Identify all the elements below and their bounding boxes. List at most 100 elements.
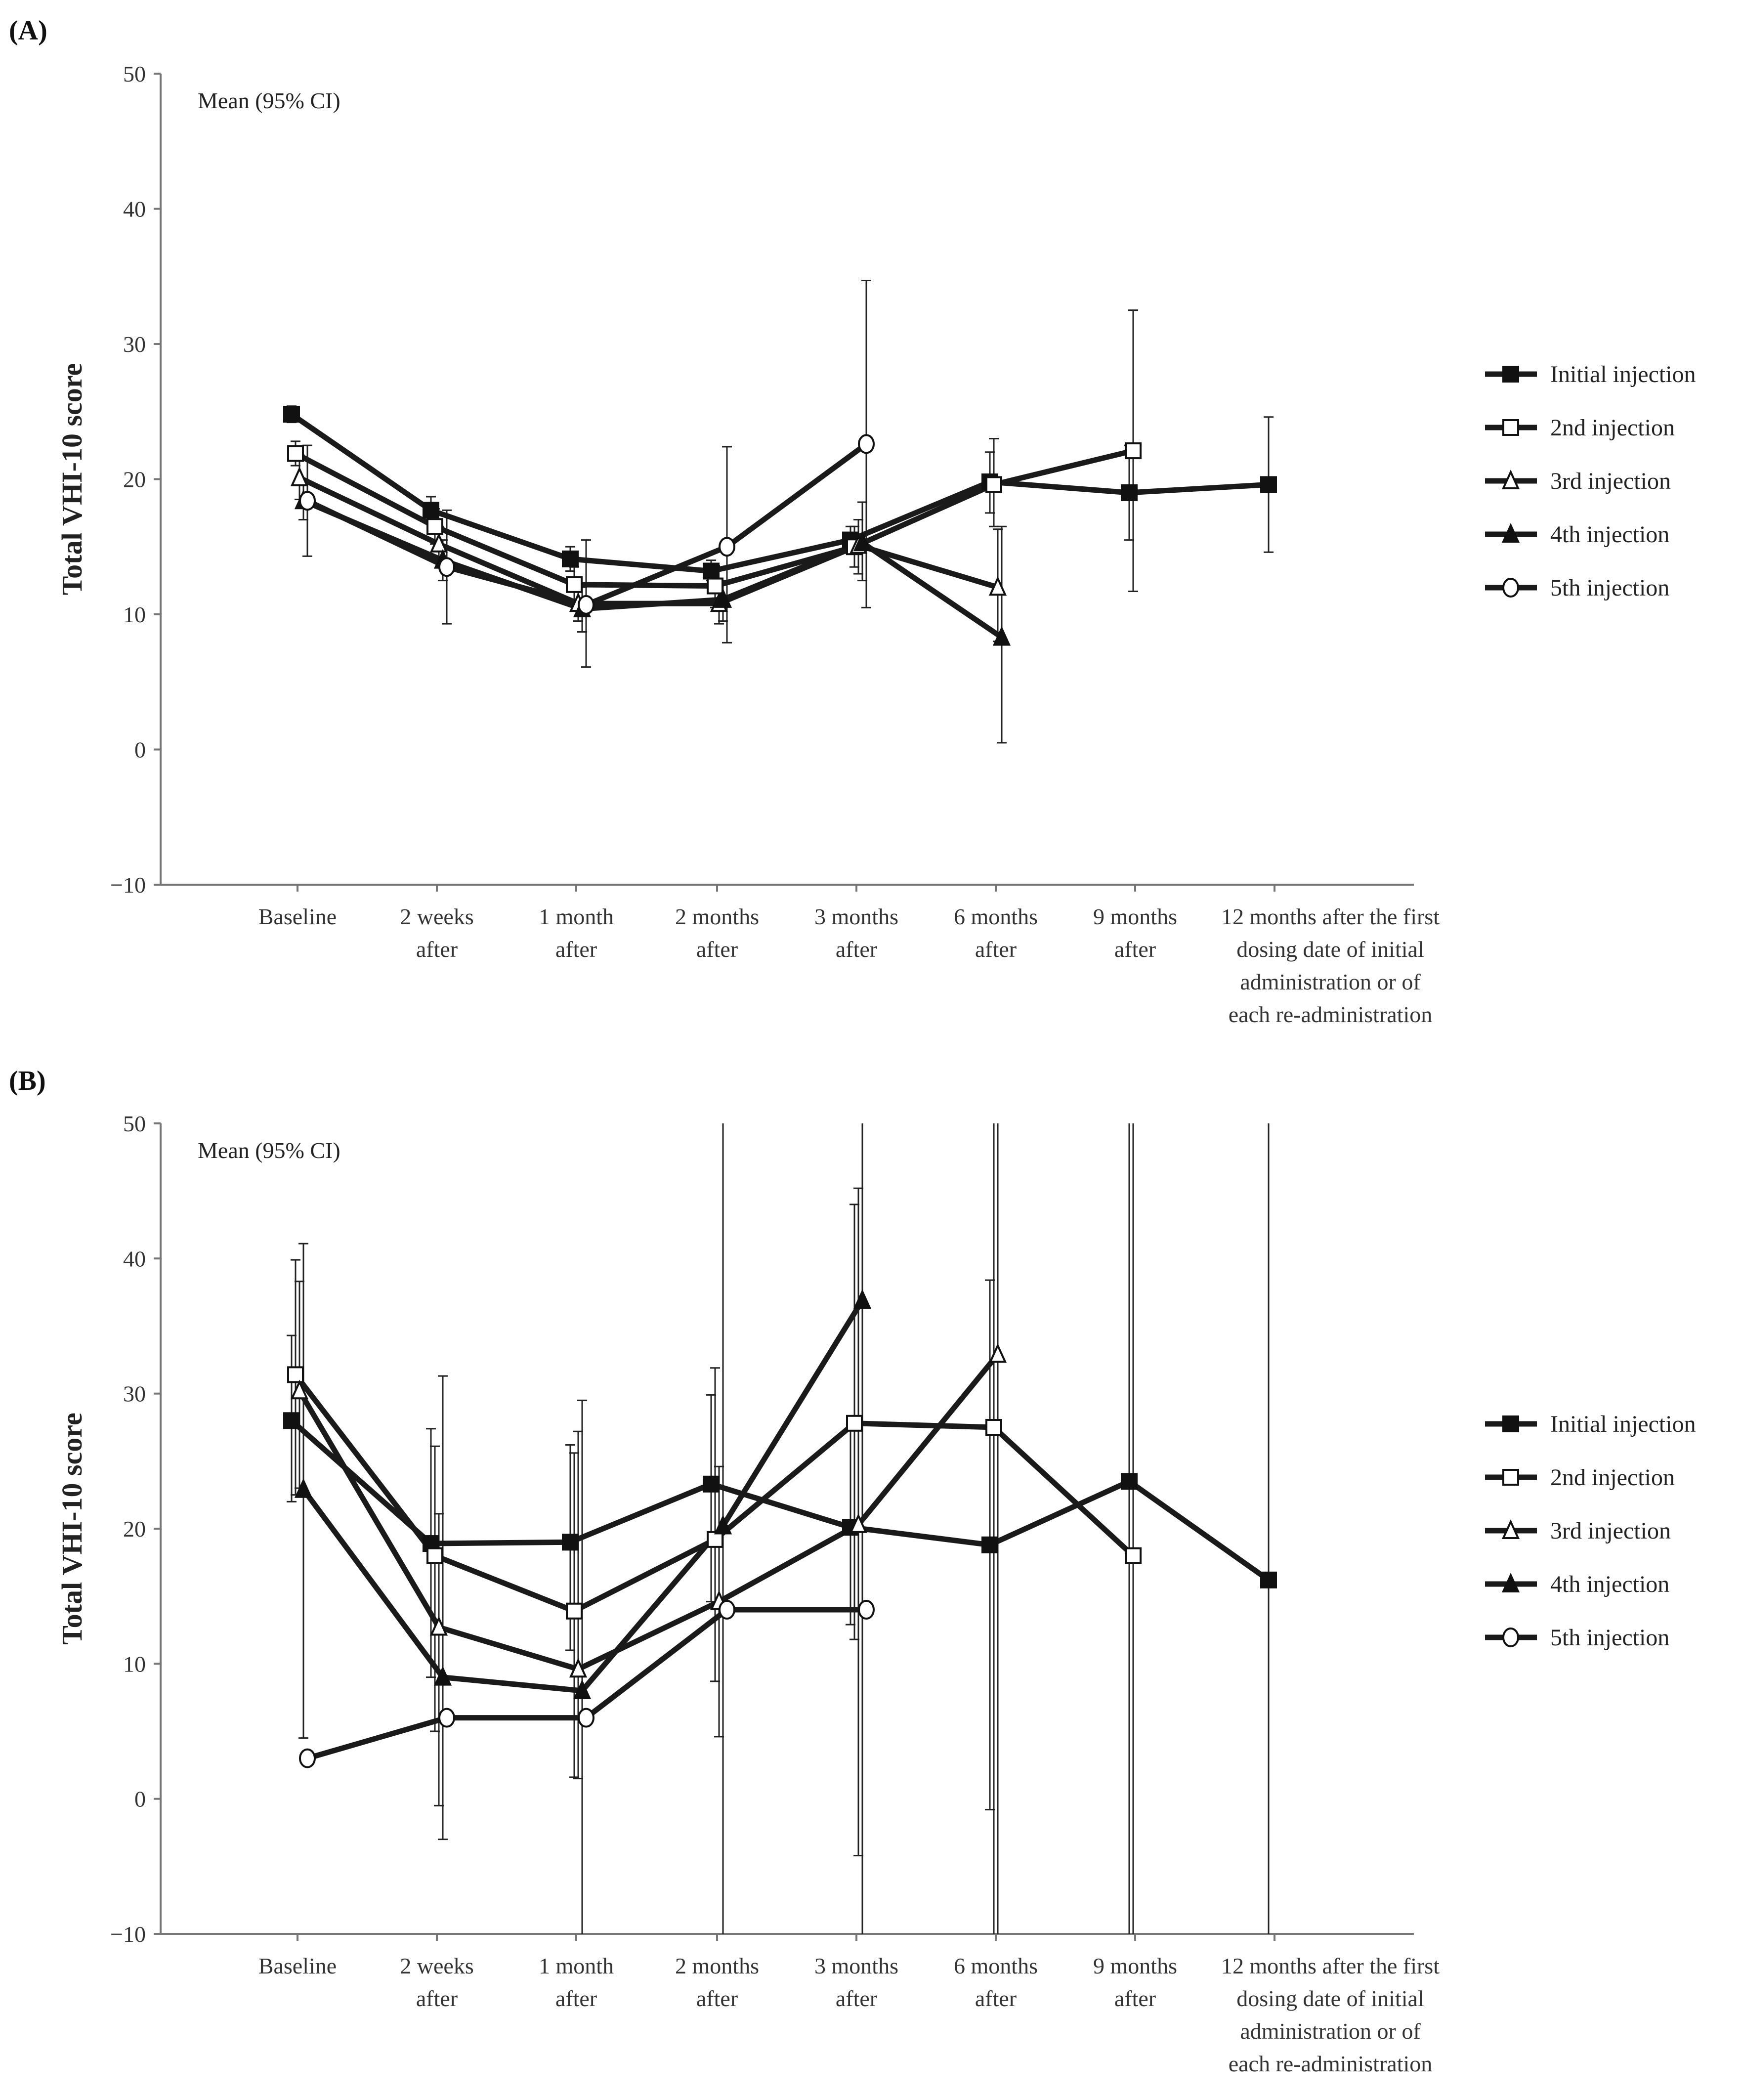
data-point: [429, 1616, 448, 1636]
data-point: [858, 434, 875, 454]
data-point: [562, 550, 579, 567]
legend-label: 4th injection: [1550, 1571, 1669, 1597]
x-tick-label: 9 months after: [1093, 1953, 1177, 2011]
data-point: [294, 1478, 313, 1498]
x-tick-label-line: each re-administration: [1229, 1002, 1433, 1027]
data-point: [1125, 1547, 1142, 1564]
x-tick-label-line: after: [836, 1986, 877, 2011]
data-point: [299, 491, 316, 511]
x-tick-label-line: 6 months: [954, 1953, 1038, 1978]
data-point: [981, 1536, 998, 1553]
data-point: [988, 1343, 1007, 1363]
data-point: [1121, 1473, 1138, 1490]
data-point: [992, 626, 1011, 646]
y-axis-title: Total VHI-10 score: [56, 1413, 88, 1644]
chart-panel-2: (B) Mean (95% CI) 50 40 30 20 10 0 −10 Baseline 2 …: [9, 1066, 1696, 2076]
x-tick-label: 9 months after: [1093, 904, 1177, 962]
data-point: [438, 1708, 455, 1728]
x-tick-label-line: 12 months after the first: [1221, 904, 1440, 929]
x-tick-label-line: 3 months: [814, 1953, 898, 1978]
plot-area: [283, 279, 1277, 744]
data-point: [846, 1414, 863, 1432]
legend-marker: [1502, 1628, 1519, 1647]
data-point: [569, 1658, 588, 1678]
y-tick-label: 10: [123, 602, 146, 627]
x-tick-label: 12 months after the first dosing date of …: [1221, 904, 1440, 1027]
x-tick-label-line: administration or of: [1240, 969, 1421, 994]
y-tick-label: 30: [123, 1381, 146, 1407]
x-tick-label-line: after: [975, 1986, 1017, 2011]
x-tick-label: 6 months after: [954, 1953, 1038, 2011]
legend: Initial injection 2nd injection 3rd inject…: [1485, 361, 1696, 601]
data-point: [707, 577, 723, 595]
data-point: [566, 1602, 583, 1620]
data-point: [562, 1534, 579, 1551]
data-point: [703, 562, 720, 580]
x-tick-label-line: after: [1114, 1986, 1156, 2011]
data-point: [853, 531, 872, 552]
legend-label: 2nd injection: [1550, 1464, 1675, 1491]
data-point: [287, 445, 304, 462]
y-tick-label: 50: [123, 61, 146, 86]
x-tick-label: Baseline: [258, 904, 337, 929]
data-point: [1121, 484, 1138, 501]
data-point: [578, 595, 595, 615]
annotation: Mean (95% CI): [198, 88, 340, 113]
legend: Initial injection 2nd injection 3rd inject…: [1485, 1411, 1696, 1651]
x-tick-label-line: after: [696, 937, 738, 962]
data-point: [985, 1419, 1002, 1436]
x-tick-label: 6 months after: [954, 904, 1038, 962]
x-tick-label-line: 2 months: [675, 904, 759, 929]
x-tick-label: 1 month after: [539, 1953, 614, 2011]
data-point: [283, 1412, 300, 1429]
x-tick-label-line: 2 weeks: [400, 1953, 473, 1978]
data-point: [707, 1531, 723, 1548]
x-tick-label-line: after: [696, 1986, 738, 2011]
data-point: [429, 532, 448, 553]
series-line-1: [290, 1418, 1271, 1583]
data-point: [1260, 476, 1277, 493]
data-point: [290, 1379, 309, 1400]
data-point: [853, 1289, 872, 1309]
y-tick-label: 50: [123, 1111, 146, 1136]
legend-marker: [1501, 523, 1520, 543]
data-point: [578, 1708, 595, 1728]
x-tick-label-line: after: [555, 937, 597, 962]
x-tick-label-line: 1 month: [539, 904, 614, 929]
annotation: Mean (95% CI): [198, 1138, 340, 1163]
data-point: [849, 1513, 868, 1533]
data-point: [283, 406, 300, 423]
x-tick-label: 2 weeks after: [400, 904, 473, 962]
legend-label: 4th injection: [1550, 521, 1669, 548]
x-tick-label-line: 2 months: [675, 1953, 759, 1978]
x-tick-label-line: after: [416, 1986, 458, 2011]
y-tick-label: −10: [110, 872, 146, 898]
x-tick-label-line: each re-administration: [1229, 2051, 1433, 2076]
y-tick-label: 40: [123, 197, 146, 222]
x-tick-label-line: 6 months: [954, 904, 1038, 929]
y-tick-label: 30: [123, 332, 146, 357]
x-tick-label: 2 weeks after: [400, 1953, 473, 2011]
x-tick-label-line: dosing date of initial: [1236, 937, 1424, 962]
data-point: [299, 1748, 316, 1768]
legend-marker: [1502, 1415, 1519, 1432]
legend-label: 3rd injection: [1550, 468, 1671, 494]
x-tick-label-line: after: [836, 937, 877, 962]
data-point: [426, 518, 443, 535]
data-point: [985, 476, 1002, 493]
data-point: [438, 557, 455, 577]
x-tick-label-line: after: [975, 937, 1017, 962]
data-point: [433, 1666, 452, 1686]
data-point: [719, 1600, 735, 1620]
x-tick-label: 1 month after: [539, 904, 614, 962]
legend-label: Initial injection: [1550, 361, 1696, 387]
x-tick-label-line: after: [555, 1986, 597, 2011]
x-tick-label-line: after: [1114, 937, 1156, 962]
y-tick-label: 20: [123, 1516, 146, 1542]
series-line-4: [302, 498, 1004, 640]
plot-area: [283, 1123, 1277, 1934]
data-point: [287, 1366, 304, 1383]
data-point: [714, 1514, 732, 1535]
data-point: [423, 502, 439, 519]
x-tick-label-line: administration or of: [1240, 2018, 1421, 2044]
